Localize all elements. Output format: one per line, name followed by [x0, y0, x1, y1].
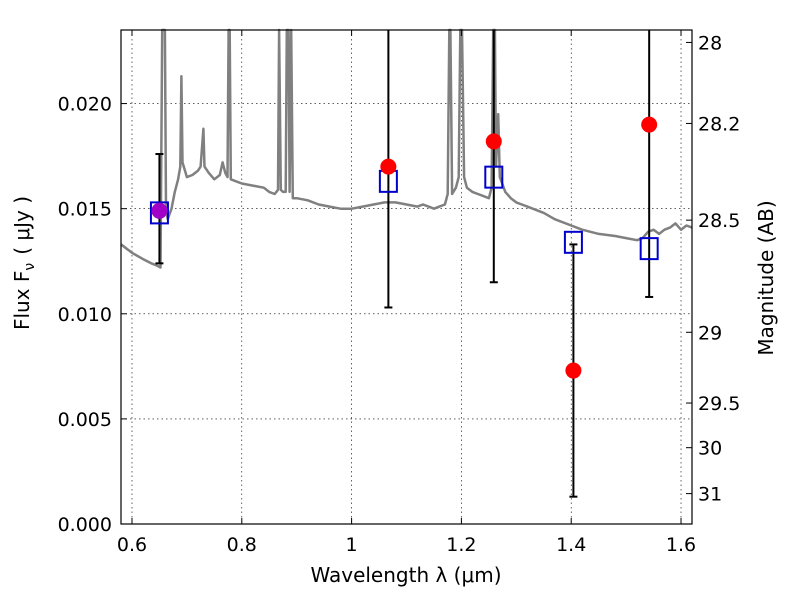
- magnitude-axis-ticks: 28 28.2 28.5 29 29.5 30 31: [686, 32, 740, 506]
- model-photometry-square: [639, 237, 659, 261]
- y-axis-title-main: Flux F: [10, 271, 34, 330]
- y-axis-title-subscript: ν: [22, 263, 38, 271]
- model-spectrum-line: [120, 28, 693, 269]
- magnitude-tick-label: 29.5: [698, 393, 740, 415]
- y-tick-label: 0.010: [58, 304, 112, 326]
- model-photometry-squares: [149, 165, 659, 261]
- magnitude-axis-title: Magnitude (AB): [754, 200, 778, 355]
- x-axis-ticks: 0.6 0.8 1 1.2 1.4 1.6: [117, 30, 696, 556]
- grid: [121, 30, 692, 525]
- y-axis-ticks: 0.000 0.005 0.010 0.015 0.020: [58, 94, 127, 536]
- x-tick-label: 0.6: [117, 534, 147, 556]
- x-tick-label: 1: [346, 534, 358, 556]
- model-photometry-square: [484, 165, 504, 189]
- observed-flux-point: [151, 202, 168, 219]
- x-tick-label: 0.8: [227, 534, 257, 556]
- observed-photometry-points: [151, 116, 658, 379]
- magnitude-tick-label: 28.2: [698, 113, 740, 135]
- x-tick-label: 1.6: [666, 534, 696, 556]
- x-tick-label: 1.2: [446, 534, 476, 556]
- y-tick-label: 0.015: [58, 199, 112, 221]
- x-tick-label: 1.4: [556, 534, 586, 556]
- model-photometry-square: [149, 201, 169, 225]
- magnitude-tick-label: 29: [698, 322, 722, 344]
- plot-frame: [120, 29, 693, 525]
- spectrum-layer: [120, 28, 693, 269]
- x-axis-title: Wavelength λ (μm): [310, 563, 501, 587]
- y-tick-label: 0.020: [58, 94, 112, 116]
- magnitude-tick-label: 28: [698, 32, 722, 54]
- observed-flux-point: [565, 362, 582, 379]
- observed-flux-point: [380, 158, 397, 175]
- magnitude-tick-label: 28.5: [698, 210, 740, 232]
- magnitude-tick-label: 30: [698, 438, 722, 460]
- y-tick-label: 0.000: [58, 514, 112, 536]
- y-axis-title: Flux Fν ( μJy ): [10, 196, 38, 330]
- y-tick-label: 0.005: [58, 409, 112, 431]
- observed-flux-point: [641, 116, 658, 133]
- y-axis-title-unit: ( μJy ): [10, 196, 34, 255]
- magnitude-tick-label: 31: [698, 484, 722, 506]
- observed-flux-point: [485, 133, 502, 150]
- model-photometry-square: [563, 230, 583, 254]
